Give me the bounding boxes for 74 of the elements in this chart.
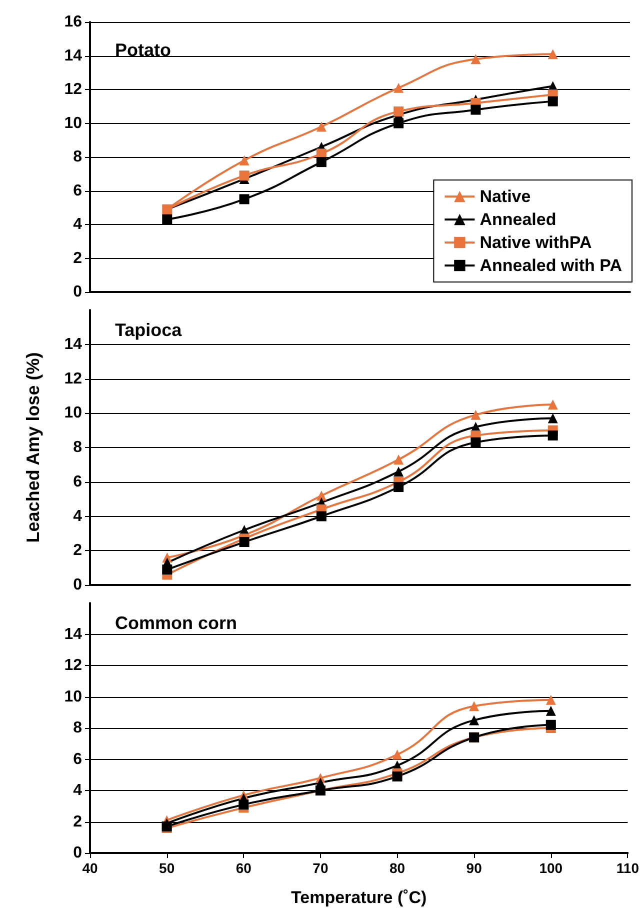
point [316, 157, 326, 168]
point [469, 715, 480, 726]
y-tick-label: 4 [73, 508, 82, 525]
point [394, 466, 404, 477]
x-tick-label: 80 [389, 860, 406, 876]
y-axis-title: Leached Amy lose (%) [23, 352, 43, 543]
y-tick-label: 6 [73, 182, 82, 200]
y-tick-label: 8 [73, 720, 82, 736]
point [239, 537, 250, 548]
y-tick-label: 14 [64, 626, 82, 643]
point [238, 800, 249, 810]
legend-label: Native [480, 187, 531, 206]
x-tick-label: 40 [82, 860, 98, 876]
y-tick-label: 2 [73, 250, 82, 267]
point [316, 511, 326, 522]
point [548, 430, 558, 440]
x-tick-label: 100 [539, 860, 563, 876]
y-tick-label: 8 [73, 439, 82, 456]
legend-label: Annealed with PA [480, 256, 622, 275]
x-tick-label: 90 [466, 860, 482, 876]
point [392, 750, 402, 760]
y-tick-label: 14 [64, 47, 82, 64]
y-tick-label: 0 [73, 576, 82, 594]
point [394, 482, 404, 492]
legend-label: Annealed [480, 210, 556, 229]
point [394, 106, 404, 116]
point [239, 170, 250, 181]
point [548, 49, 558, 60]
point [239, 155, 250, 166]
point [548, 413, 558, 424]
y-tick-label: 12 [64, 657, 82, 674]
point [470, 437, 481, 448]
point [548, 400, 558, 410]
text: Potato [115, 40, 171, 60]
y-tick-label: 0 [73, 844, 82, 862]
y-tick-label: 6 [73, 750, 82, 768]
y-tick-label: 12 [64, 370, 82, 388]
point [470, 104, 481, 115]
point [162, 214, 172, 224]
y-tick-label: 14 [64, 336, 82, 353]
x-axis-title: Temperature (˚C) [291, 888, 427, 907]
y-tick-label: 10 [64, 404, 82, 422]
y-tick-label: 6 [73, 473, 82, 490]
point [394, 118, 404, 128]
point [394, 82, 404, 93]
y-tick-label: 12 [64, 81, 82, 98]
legend-label: Native withPA [480, 233, 592, 252]
y-tick-label: 0 [73, 284, 82, 300]
point [316, 122, 326, 132]
point [546, 706, 556, 716]
point [548, 96, 558, 106]
point [469, 701, 480, 712]
text: Tapioca [115, 320, 183, 340]
text: Common corn [115, 613, 238, 633]
y-tick-label: 10 [64, 114, 82, 132]
point [162, 564, 172, 575]
x-tick-label: 50 [159, 860, 175, 876]
x-tick-label: 70 [312, 860, 328, 876]
x-tick-label: 60 [236, 860, 252, 876]
y-tick-label: 16 [64, 14, 82, 30]
x-tick-label: 110 [616, 860, 640, 876]
point [392, 771, 402, 782]
point [470, 410, 481, 420]
point [546, 694, 556, 705]
point [546, 720, 556, 730]
y-tick-label: 2 [73, 542, 82, 560]
y-tick-label: 2 [73, 813, 82, 830]
y-tick-label: 4 [73, 216, 82, 233]
y-tick-label: 4 [73, 782, 82, 799]
y-tick-label: 10 [64, 688, 82, 706]
point [394, 454, 404, 465]
y-tick-label: 8 [73, 148, 82, 166]
point [470, 54, 481, 64]
point [239, 194, 250, 204]
